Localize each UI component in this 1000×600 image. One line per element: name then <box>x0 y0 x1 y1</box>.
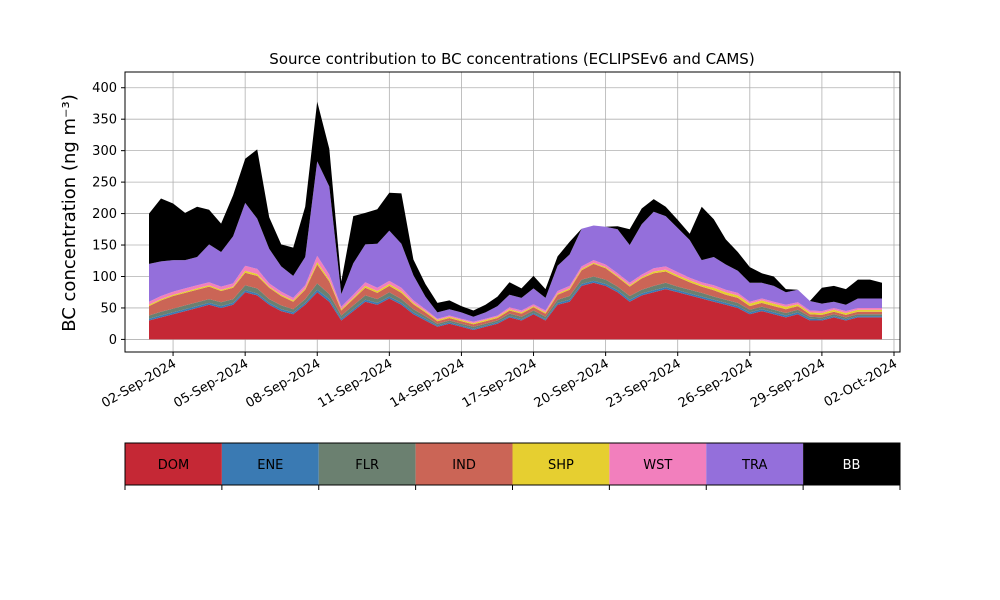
colorbar-label: TRA <box>741 458 767 473</box>
y-tick-label: 100 <box>92 270 117 285</box>
y-tick-label: 0 <box>109 333 117 348</box>
plot-frame <box>124 71 901 353</box>
area-series-ind <box>149 263 882 327</box>
y-tick-label: 50 <box>100 301 117 316</box>
chart-title: Source contribution to BC concentrations… <box>269 50 754 68</box>
colorbar-swatch-flr <box>318 443 416 485</box>
colorbar-swatch-shp <box>512 443 610 485</box>
area-series-wst <box>149 255 882 324</box>
colorbar-label: BB <box>843 458 861 473</box>
colorbar-swatch-ene <box>221 443 319 485</box>
colorbar-label: WST <box>643 458 672 473</box>
area-series-shp <box>149 262 882 325</box>
colorbar-label: SHP <box>548 458 574 473</box>
area-series-flr <box>149 276 882 329</box>
y-tick-label: 150 <box>92 239 117 254</box>
y-tick-label: 350 <box>92 113 117 128</box>
colorbar-label: FLR <box>355 458 379 473</box>
colorbar-swatch-bb <box>803 443 900 485</box>
colorbar-label: ENE <box>257 458 283 473</box>
area-layer <box>149 101 882 340</box>
y-tick-label: 250 <box>92 176 117 191</box>
colorbar-swatch-ind <box>415 443 513 485</box>
colorbar-label: DOM <box>158 458 189 473</box>
colorbar-label: IND <box>452 458 476 473</box>
colorbar-frame <box>124 442 901 486</box>
y-axis-label: BC concentration (ng m⁻³) <box>59 94 80 332</box>
colorbar-legend: DOM ENE FLR IND SHP WST TRA BB <box>124 442 901 490</box>
colorbar-swatch-wst <box>609 443 707 485</box>
area-series-dom <box>149 282 882 340</box>
y-tick-label: 400 <box>92 81 117 96</box>
colorbar-swatch-dom <box>125 443 222 485</box>
y-tick-label: 300 <box>92 144 117 159</box>
colorbar-swatch-tra <box>706 443 804 485</box>
area-series-tra <box>149 161 882 322</box>
y-tick-label: 200 <box>92 207 117 222</box>
